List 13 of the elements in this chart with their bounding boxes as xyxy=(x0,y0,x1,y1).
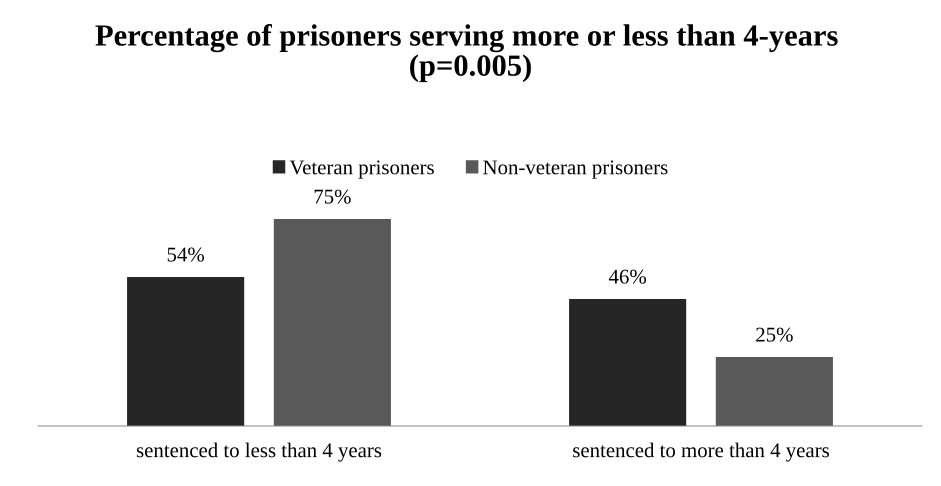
x-tick-label: sentenced to more than 4 years xyxy=(573,442,829,462)
chart-title: Percentage of prisoners serving more or less than 4-years (p=0.005) xyxy=(95,24,838,82)
legend-label: Veteran prisoners xyxy=(290,160,434,179)
bar xyxy=(569,299,686,426)
x-tick-label: sentenced to less than 4 years xyxy=(136,442,382,462)
data-label: 75% xyxy=(314,190,351,204)
data-label: 46% xyxy=(608,270,646,284)
bar xyxy=(127,276,244,426)
legend-label: Non-veteran prisoners xyxy=(483,160,668,179)
bar xyxy=(716,356,833,426)
data-label: 54% xyxy=(168,248,204,262)
bar xyxy=(274,218,391,426)
data-label: 25% xyxy=(756,328,793,342)
